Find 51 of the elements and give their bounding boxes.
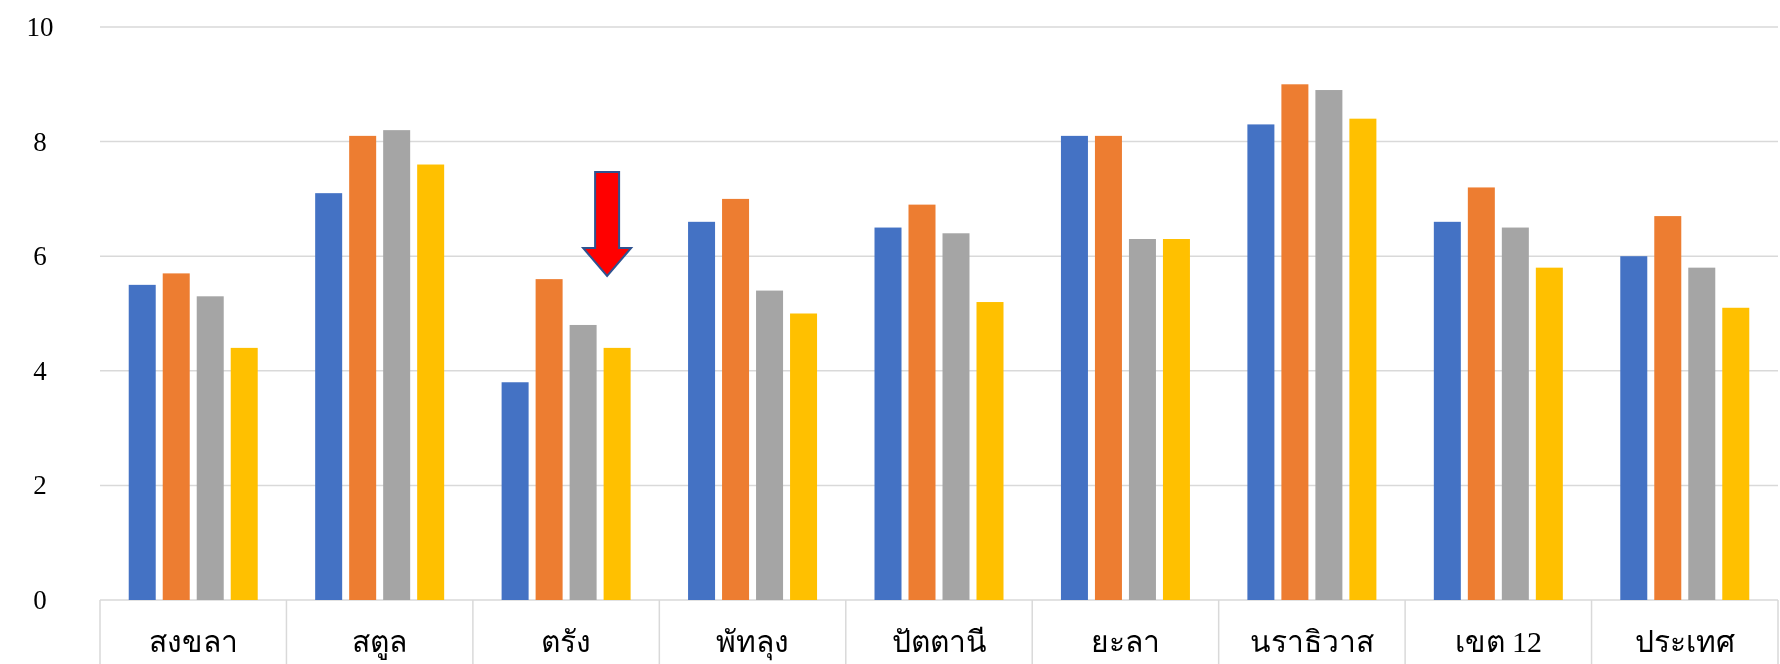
- y-tick-label: 8: [33, 126, 47, 157]
- bar: [1688, 267, 1716, 600]
- x-tick-label: ปัตตานี: [891, 625, 987, 658]
- bar: [688, 221, 716, 600]
- bar: [942, 233, 970, 600]
- bar: [569, 324, 597, 600]
- bar: [1722, 307, 1750, 600]
- bar: [196, 296, 224, 600]
- bar: [756, 290, 784, 600]
- bar: [162, 273, 190, 600]
- bar: [976, 302, 1004, 600]
- x-tick-label: พัทลุง: [716, 625, 790, 661]
- bar: [535, 279, 563, 600]
- bar: [1094, 135, 1122, 600]
- y-tick-label: 6: [33, 241, 47, 272]
- bar: [1060, 135, 1088, 600]
- bar: [1247, 124, 1275, 600]
- bar: [417, 164, 445, 600]
- bar: [1128, 239, 1156, 600]
- y-tick-label: 4: [33, 355, 48, 386]
- bar: [349, 135, 377, 600]
- bar: [908, 204, 936, 600]
- y-tick-label: 2: [33, 470, 47, 501]
- bar: [722, 198, 750, 600]
- bar: [1654, 216, 1682, 600]
- bar: [790, 313, 818, 600]
- bar: [1281, 84, 1309, 600]
- bar: [1467, 187, 1495, 600]
- bar: [874, 227, 902, 600]
- bar: [603, 347, 631, 600]
- x-tick-label: เขต 12: [1454, 625, 1543, 658]
- bar: [383, 130, 411, 600]
- x-tick-label: สตูล: [352, 625, 408, 660]
- bar: [1620, 256, 1648, 600]
- bar: [1315, 90, 1343, 600]
- bar: [501, 382, 529, 600]
- bar: [1501, 227, 1529, 600]
- x-tick-label: ตรัง: [541, 625, 592, 658]
- bar: [1349, 118, 1377, 600]
- y-tick-label: 0: [33, 585, 47, 615]
- bar: [128, 284, 156, 600]
- bar: [1162, 239, 1190, 600]
- x-tick-label: สงขลา: [148, 625, 238, 658]
- x-tick-label: นราธิวาส: [1249, 625, 1374, 658]
- bar: [1433, 221, 1461, 600]
- y-tick-label: 10: [26, 12, 54, 42]
- bar: [230, 347, 258, 600]
- bar: [1535, 267, 1563, 600]
- x-tick-label: ยะลา: [1090, 625, 1160, 658]
- x-tick-label: ประเทศ: [1634, 625, 1735, 658]
- bar: [315, 193, 343, 600]
